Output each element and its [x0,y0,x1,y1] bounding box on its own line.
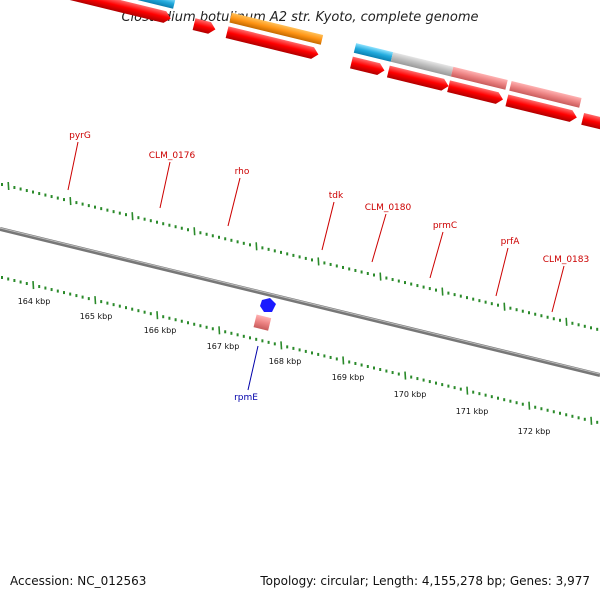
kbp-label: 165 kbp [80,312,113,321]
kbp-label: 164 kbp [18,297,51,306]
upper-tick-track [1,181,599,331]
major-tick [404,371,407,380]
gene-label-prmC[interactable]: prmC [433,221,457,231]
page-title: Clostridium botulinum A2 str. Kyoto, com… [121,10,479,25]
major-tick [379,272,382,281]
gene-label-tdk[interactable]: tdk [329,191,344,201]
kbp-label: 171 kbp [456,407,489,416]
feature-rho[interactable] [229,12,324,45]
cds-arrow[interactable] [505,94,578,124]
major-tick [528,401,531,410]
cds-rpmE[interactable] [253,314,272,331]
major-tick [218,326,221,335]
major-tick [441,287,444,296]
cds-arrow[interactable] [62,0,172,24]
feature-pyrG[interactable] [70,0,176,9]
major-tick [32,280,35,290]
major-tick [131,212,134,221]
feature-prfA[interactable] [509,80,582,108]
kbp-label: 169 kbp [332,373,365,382]
gene-label-pyrG[interactable]: pyrG [69,131,91,141]
major-tick [255,242,258,251]
kbp-label: 172 kbp [518,427,551,436]
feature-prmC[interactable] [450,66,508,90]
kbp-label: 166 kbp [144,326,177,335]
feature-tdk[interactable] [353,43,394,62]
label-leaders [67,141,565,313]
feature-CLM_0180[interactable] [390,52,454,77]
cds-arrow[interactable] [386,65,450,92]
feature-rpmE[interactable] [260,298,276,312]
feature-row [62,0,600,132]
cds-arrow[interactable] [447,80,504,105]
kbp-label: 170 kbp [394,390,427,399]
major-tick [7,181,10,191]
accession-text: Accession: NC_012563 [10,574,147,588]
gene-label-rpmE[interactable]: rpmE [234,393,258,403]
cds-arrow[interactable] [581,113,600,132]
gene-label-prfA[interactable]: prfA [501,237,521,247]
kbp-label: 168 kbp [269,357,302,366]
gene-label-CLM_0176[interactable]: CLM_0176 [149,151,196,161]
major-tick [156,311,159,320]
major-tick [565,317,568,326]
kbp-label: 167 kbp [207,342,240,351]
lower-tick-track [1,275,599,425]
major-tick [342,356,345,365]
major-tick [590,416,593,425]
label-leader-rpmE [247,345,259,391]
gene-label-rho[interactable]: rho [235,167,250,177]
cds-arrow[interactable] [192,18,217,35]
gene-label-CLM_0183[interactable]: CLM_0183 [543,255,589,265]
genome-backbone [0,227,600,377]
major-tick [193,227,196,236]
major-tick [317,257,320,266]
genome-summary-text: Topology: circular; Length: 4,155,278 bp… [260,574,590,588]
major-tick [280,341,283,350]
major-tick [466,386,469,395]
major-tick [503,302,506,311]
major-tick [94,296,97,305]
major-tick [69,197,72,206]
cds-arrow[interactable] [225,26,320,60]
genome-backbone-highlight [0,227,600,375]
gene-label-CLM_0180[interactable]: CLM_0180 [365,203,412,213]
cds-arrow[interactable] [350,56,386,77]
